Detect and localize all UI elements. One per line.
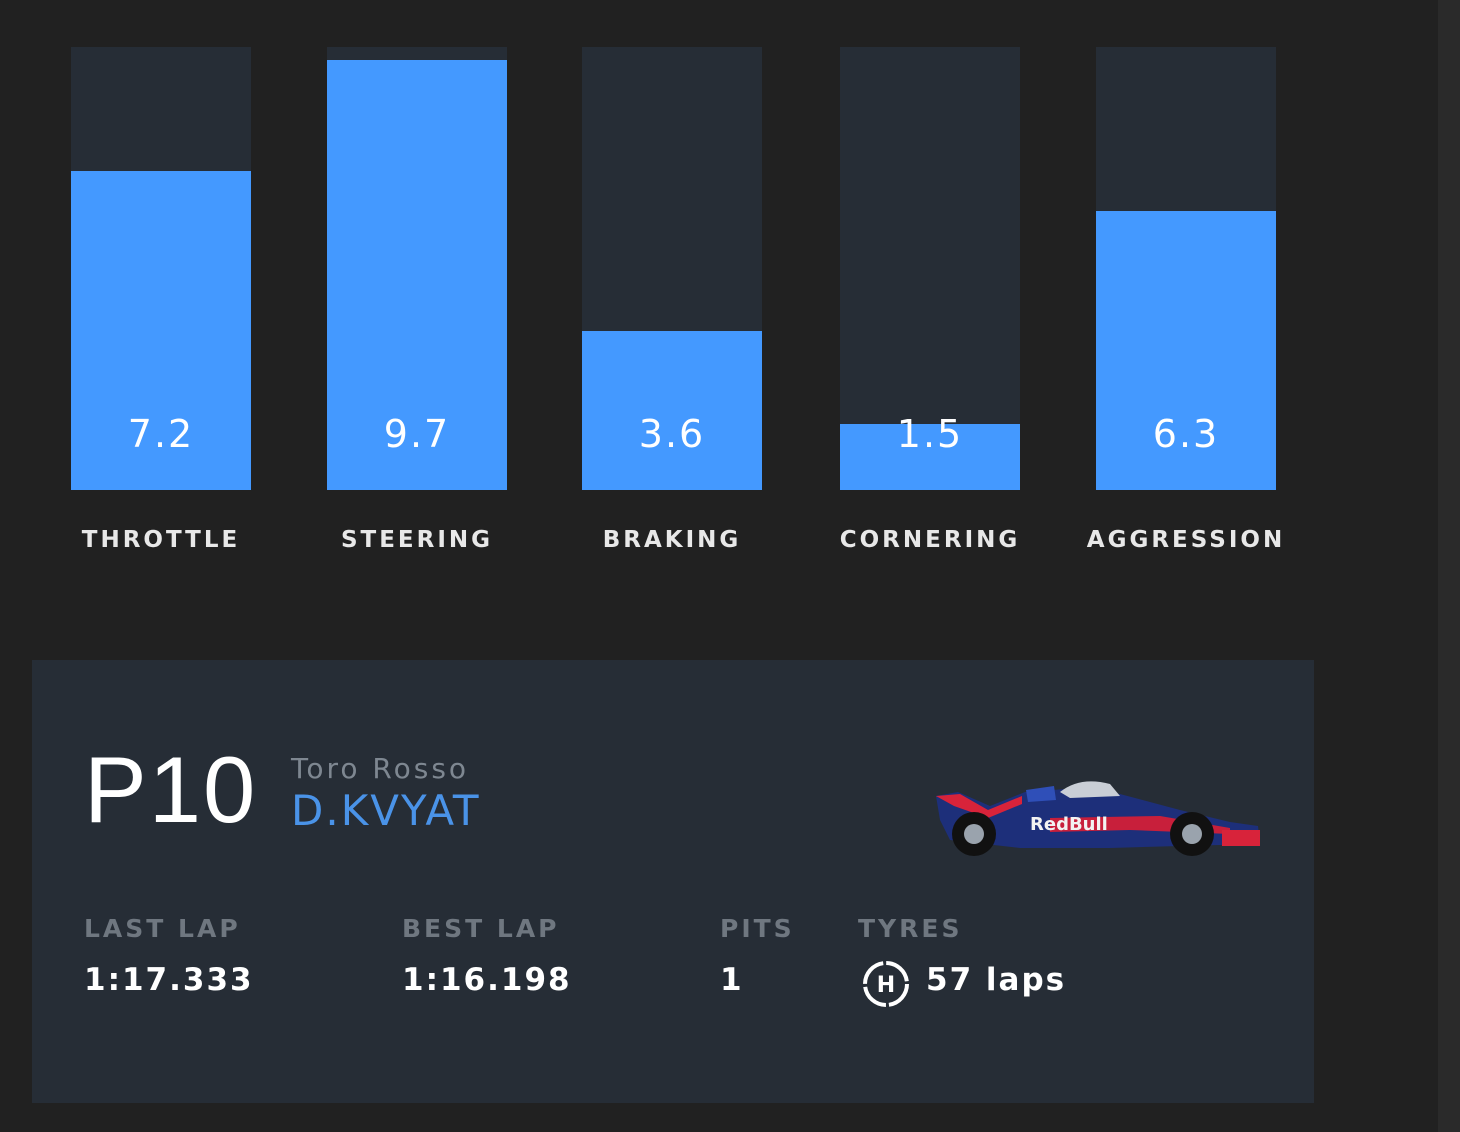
bar-value-label: 6.3 xyxy=(1152,412,1220,456)
bar-value-label: 1.5 xyxy=(896,412,964,456)
race-position: P10 xyxy=(84,737,258,842)
hard-tyre-icon: H xyxy=(863,961,909,1007)
category-label-throttle: THROTTLE xyxy=(81,527,241,553)
last-lap-value: 1:17.333 xyxy=(84,962,254,998)
driver-name: D.KVYAT xyxy=(291,786,481,835)
bar-cornering xyxy=(840,424,1020,490)
category-label-steering: STEERING xyxy=(340,527,494,553)
bar-aggression xyxy=(1096,211,1276,490)
bar-value-label: 7.2 xyxy=(127,412,195,456)
best-lap-value: 1:16.198 xyxy=(402,962,572,998)
best-lap-label: BEST LAP xyxy=(402,914,560,943)
race-car-icon: RedBull xyxy=(936,781,1260,856)
tyres-value: 57 laps xyxy=(926,962,1067,998)
pits-value: 1 xyxy=(720,962,744,998)
tyre-compound-letter: H xyxy=(877,973,895,998)
pits-label: PITS xyxy=(720,914,795,943)
team-name: Toro Rosso xyxy=(291,752,470,785)
bar-track: 7.2 xyxy=(71,47,251,490)
bar-value-label: 3.6 xyxy=(638,412,706,456)
bar-steering xyxy=(327,60,507,490)
driver-card: P10 Toro Rosso D.KVYAT RedBull LAST LAP … xyxy=(32,660,1314,1103)
bar-track: 9.7 xyxy=(327,47,507,490)
bar-track: 6.3 xyxy=(1096,47,1276,490)
tyres-label: TYRES xyxy=(858,914,963,943)
bar-track: 3.6 xyxy=(582,47,762,490)
svg-text:RedBull: RedBull xyxy=(1030,814,1108,835)
right-edge-panel xyxy=(1438,0,1460,1132)
category-label-cornering: CORNERING xyxy=(839,527,1021,553)
bar-throttle xyxy=(71,171,251,490)
last-lap-label: LAST LAP xyxy=(84,914,241,943)
bar-track: 1.5 xyxy=(840,47,1020,490)
category-label-braking: BRAKING xyxy=(602,527,742,553)
bar-value-label: 9.7 xyxy=(383,412,451,456)
category-label-aggression: AGGRESSION xyxy=(1086,527,1286,553)
bar-braking xyxy=(582,331,762,490)
